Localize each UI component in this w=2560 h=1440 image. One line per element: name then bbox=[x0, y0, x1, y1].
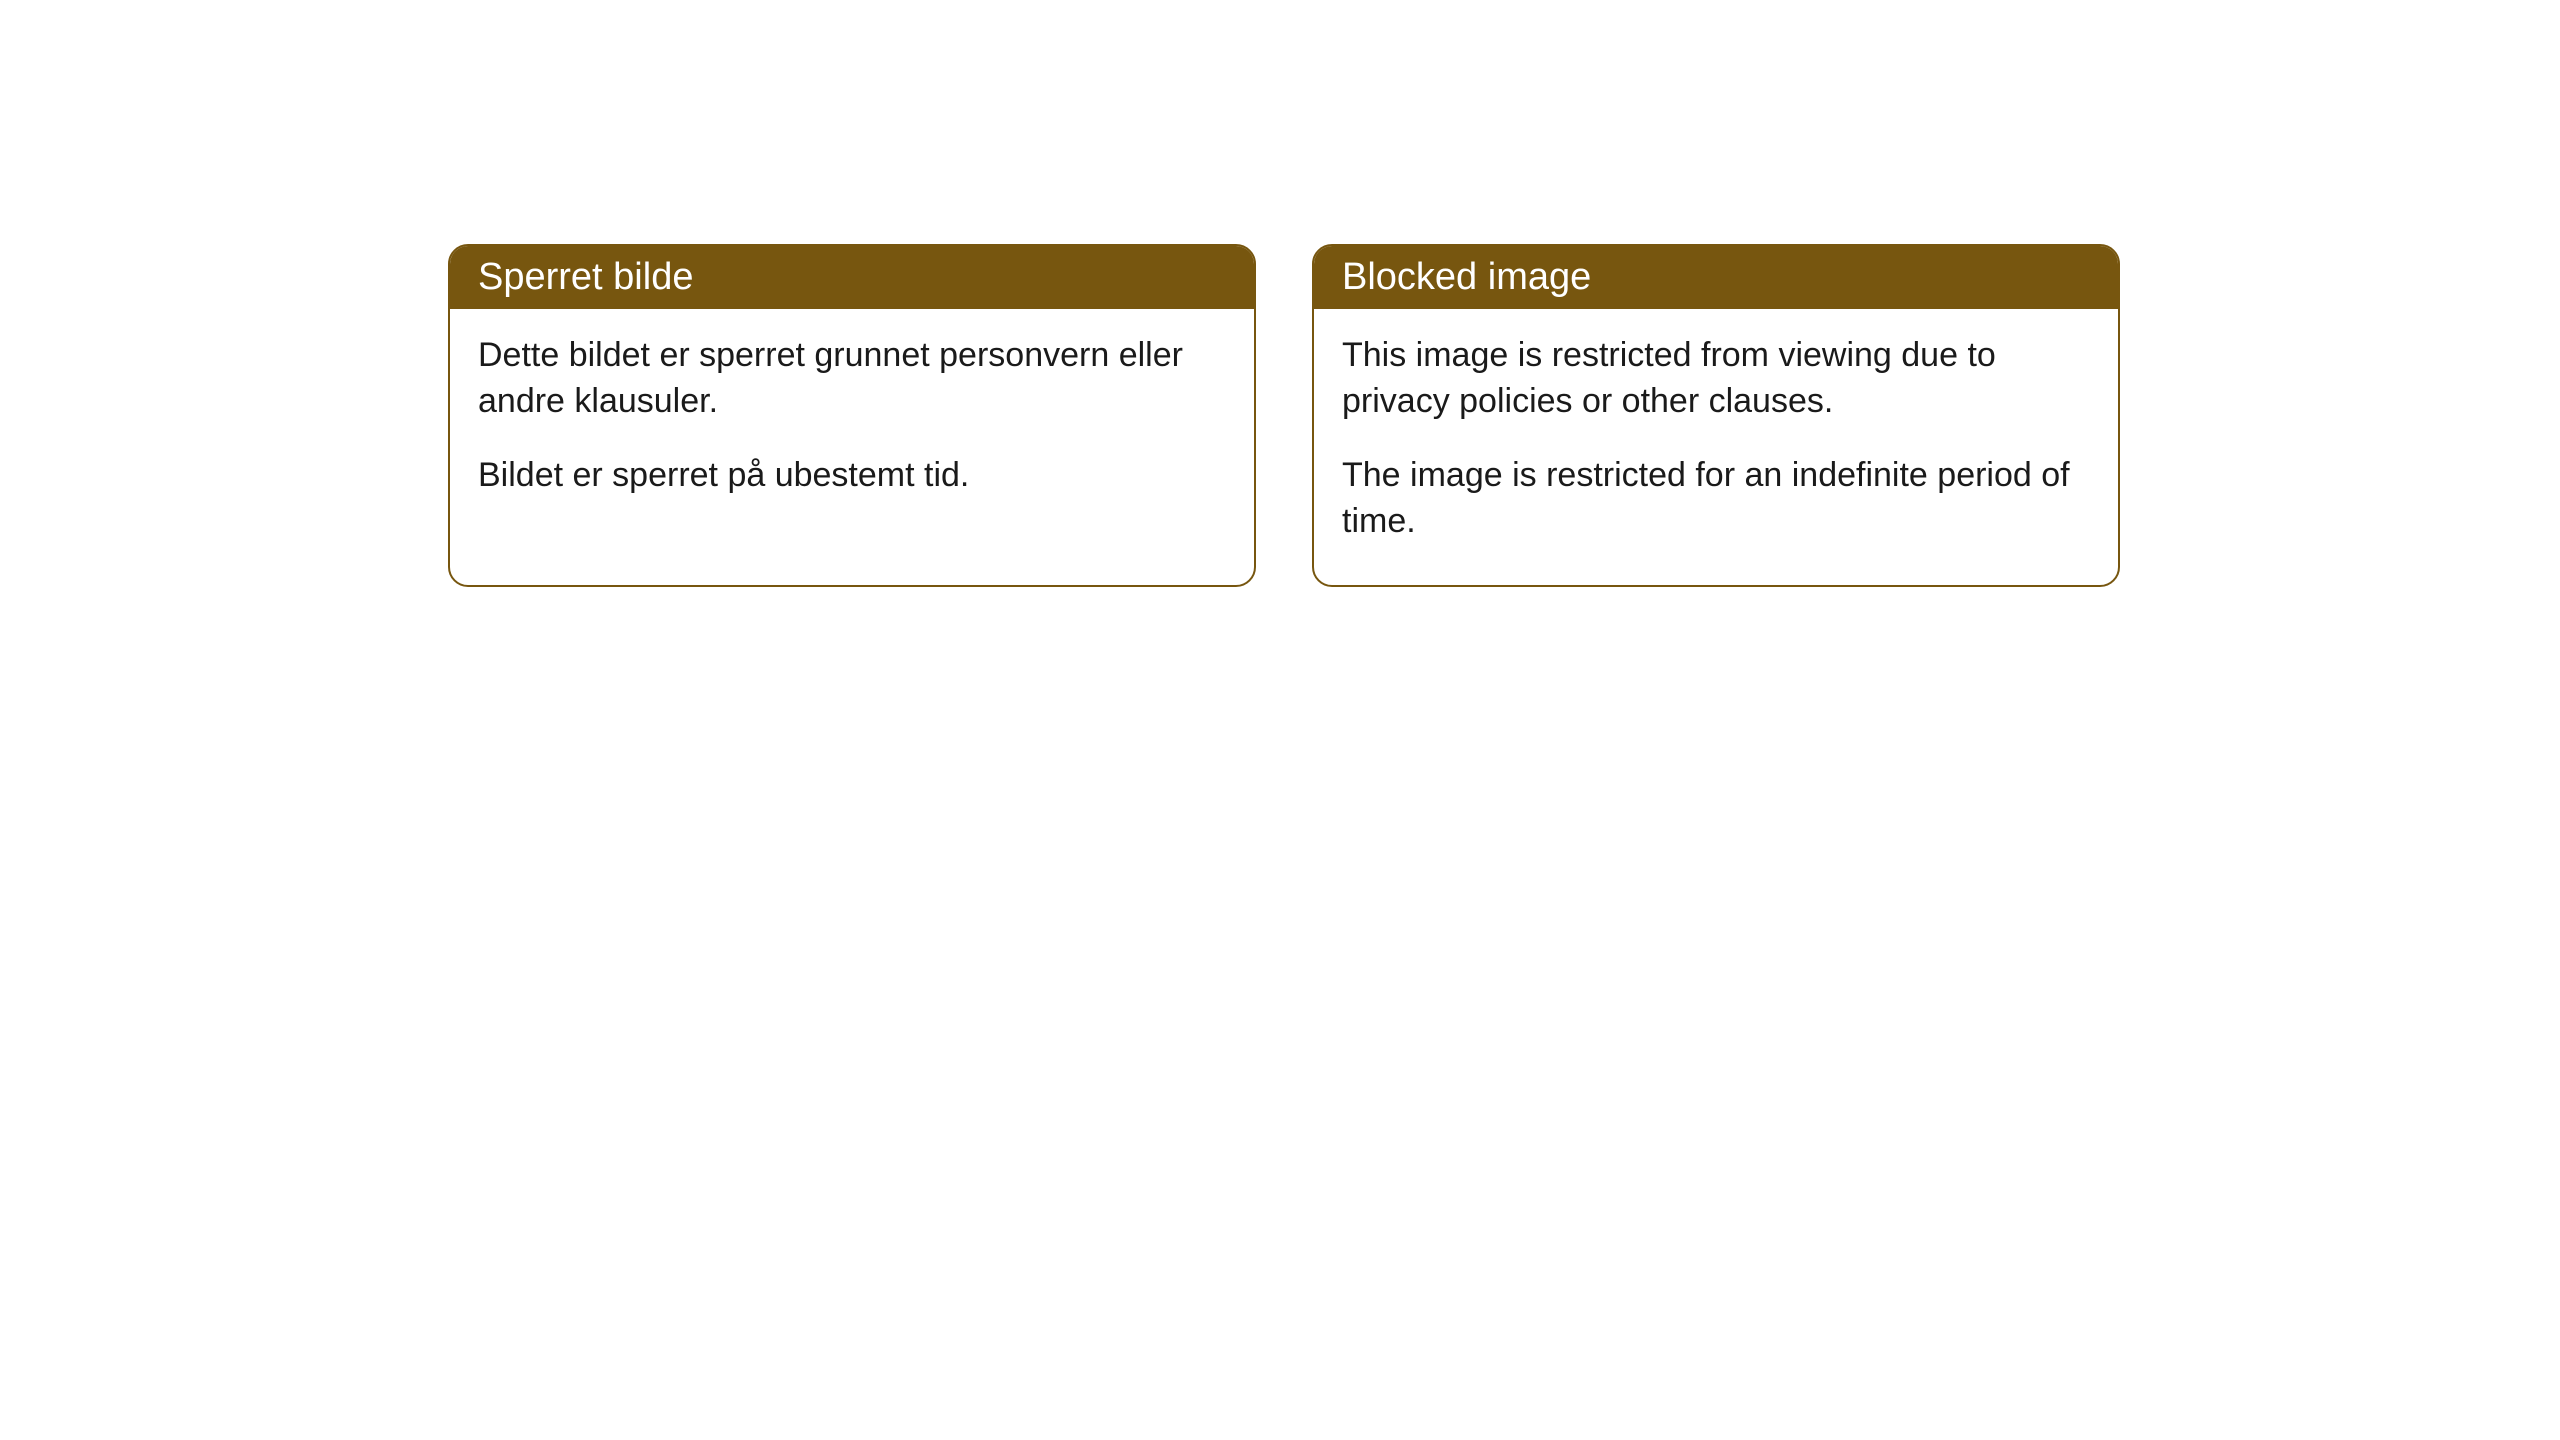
blocked-image-card-norwegian: Sperret bilde Dette bildet er sperret gr… bbox=[448, 244, 1256, 587]
card-header: Blocked image bbox=[1314, 246, 2118, 309]
card-body: Dette bildet er sperret grunnet personve… bbox=[450, 309, 1254, 539]
card-paragraph: Bildet er sperret på ubestemt tid. bbox=[478, 453, 1226, 499]
card-header: Sperret bilde bbox=[450, 246, 1254, 309]
card-paragraph: Dette bildet er sperret grunnet personve… bbox=[478, 333, 1226, 425]
card-body: This image is restricted from viewing du… bbox=[1314, 309, 2118, 585]
blocked-image-card-english: Blocked image This image is restricted f… bbox=[1312, 244, 2120, 587]
card-paragraph: This image is restricted from viewing du… bbox=[1342, 333, 2090, 425]
cards-container: Sperret bilde Dette bildet er sperret gr… bbox=[448, 244, 2120, 587]
card-paragraph: The image is restricted for an indefinit… bbox=[1342, 453, 2090, 545]
